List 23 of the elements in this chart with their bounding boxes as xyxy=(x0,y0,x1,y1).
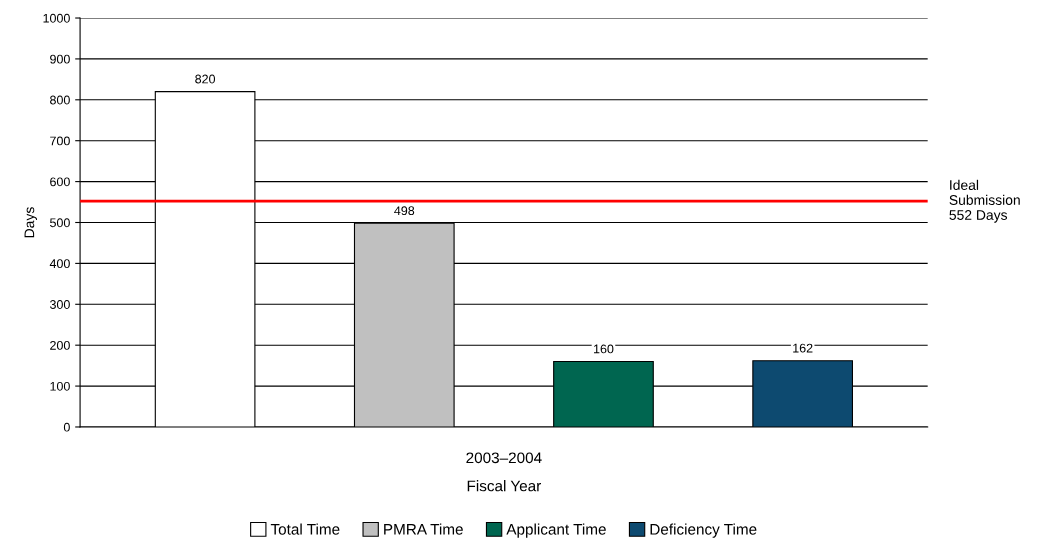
data-label: 160 xyxy=(594,344,614,354)
y-tick-label: 1000 xyxy=(43,13,70,23)
y-tick-label: 900 xyxy=(50,54,70,64)
y-axis-title: Days xyxy=(24,207,37,238)
legend-label: PMRA Time xyxy=(384,523,463,535)
legend-label: Total Time xyxy=(270,523,340,535)
data-label: 820 xyxy=(195,74,216,84)
x-axis-title: Fiscal Year xyxy=(467,480,541,492)
y-tick-label: 100 xyxy=(50,381,70,391)
y-tick-label: 200 xyxy=(50,340,70,350)
y-tick-label: 0 xyxy=(63,422,70,432)
y-tick-label: 800 xyxy=(50,95,70,105)
y-tick-label: 700 xyxy=(50,136,70,146)
y-tick-label: 500 xyxy=(50,218,70,228)
y-tick-label: 400 xyxy=(49,259,70,269)
legend-label: Applicant Time xyxy=(506,523,606,538)
data-label: 162 xyxy=(793,343,813,353)
y-tick-label: 300 xyxy=(49,300,70,309)
x-tick-label: 2003–2004 xyxy=(466,452,542,464)
ref-line-label: Ideal Submission 552 Days xyxy=(949,179,1020,223)
data-label: 498 xyxy=(394,206,415,216)
y-tick-label: 600 xyxy=(50,177,70,187)
legend-label: Deficiency Time xyxy=(650,523,757,538)
